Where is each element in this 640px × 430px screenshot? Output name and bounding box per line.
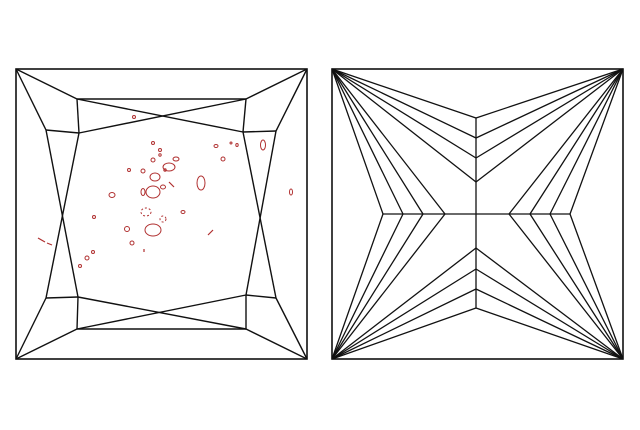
pavilion-facet-line — [331, 68, 404, 215]
crown-view-diagram — [15, 68, 308, 360]
pavilion-facet-line — [475, 307, 624, 360]
facet-line — [76, 294, 247, 330]
facet-line — [275, 297, 308, 360]
feather-mark — [168, 181, 175, 188]
facet-line — [245, 328, 308, 360]
inclusion-mark — [84, 255, 90, 261]
inclusion-mark — [127, 168, 131, 172]
pavilion-facet-line — [475, 247, 624, 360]
pavilion-facet-line — [475, 268, 624, 360]
facet-line — [275, 68, 308, 132]
inclusion-mark — [145, 185, 161, 199]
pavilion-facet-line — [331, 213, 384, 360]
facet-line — [242, 130, 277, 133]
pavilion-facet-line — [508, 213, 624, 360]
inclusion-mark — [150, 157, 156, 163]
pavilion-facet-line — [508, 68, 624, 215]
facet-line — [76, 98, 80, 134]
pavilion-facet-line — [331, 213, 424, 360]
pavilion-facet-line — [475, 68, 624, 139]
inclusion-mark — [129, 240, 135, 246]
facet-line — [15, 68, 47, 131]
inclusion-mark — [149, 172, 161, 182]
pavilion-facet-line — [475, 68, 624, 119]
pavilion-facet-line — [331, 68, 384, 215]
pavilion-facet-line — [331, 68, 477, 139]
pavilion-facet-line — [549, 68, 624, 215]
pavilion-facet-line — [529, 213, 624, 360]
inclusion-mark — [180, 210, 186, 214]
inclusion-mark — [92, 215, 96, 219]
facet-line — [15, 68, 78, 100]
facet-line — [77, 296, 247, 330]
pavilion-facet-line — [331, 288, 477, 360]
facet-line — [15, 297, 47, 360]
facet-line — [242, 98, 247, 133]
inclusion-mark — [213, 144, 219, 148]
inclusion-mark — [172, 156, 180, 162]
inclusion-mark — [132, 115, 136, 119]
facet-line — [245, 130, 277, 296]
inclusion-mark — [108, 192, 116, 198]
facet-line — [45, 129, 80, 134]
inclusion-mark-dashed — [159, 215, 167, 223]
pavilion-facet-line — [331, 247, 477, 360]
inclusion-mark — [196, 175, 206, 191]
girdle-outline — [15, 68, 308, 360]
pavilion-facet-line — [475, 68, 624, 183]
pavilion-facet-line — [569, 213, 624, 360]
inclusion-markings — [37, 115, 293, 268]
inclusion-mark — [91, 250, 95, 254]
inclusion-mark — [162, 162, 176, 172]
pavilion-facet-line — [331, 213, 404, 360]
feather-mark — [46, 242, 53, 246]
inclusion-mark — [151, 141, 155, 145]
inclusion-mark — [260, 139, 266, 151]
feather-mark — [207, 229, 214, 236]
pavilion-facet-line — [569, 68, 624, 215]
inclusion-mark — [140, 188, 146, 196]
facet-line — [76, 98, 244, 133]
facet-line — [245, 68, 308, 100]
facet-line — [45, 132, 80, 299]
inclusion-mark — [158, 153, 162, 157]
pavilion-facet-line — [331, 307, 477, 360]
pavilion-facet-line — [529, 68, 624, 215]
inclusion-mark — [144, 223, 162, 237]
pavilion-facet-line — [331, 213, 446, 360]
pavilion-facet-line — [331, 268, 477, 360]
pavilion-view-diagram — [331, 68, 624, 360]
inclusion-mark — [235, 143, 239, 147]
inclusion-mark — [158, 148, 162, 152]
pavilion-outline — [331, 68, 624, 360]
pavilion-facet-line — [475, 68, 624, 159]
inclusion-mark — [289, 188, 293, 196]
facet-line — [15, 328, 78, 360]
facet-line — [78, 98, 247, 134]
pavilion-facet-line — [549, 213, 624, 360]
inclusion-mark — [160, 184, 166, 190]
inclusion-mark — [220, 156, 226, 162]
pavilion-facet-line — [331, 68, 446, 215]
inclusion-mark — [163, 168, 167, 172]
facet-line — [245, 294, 277, 299]
inclusion-mark — [78, 264, 82, 268]
facet-line — [45, 129, 79, 298]
facet-line — [45, 296, 79, 299]
inclusion-mark — [229, 141, 233, 145]
pavilion-facet-line — [331, 68, 424, 215]
pavilion-facet-line — [475, 288, 624, 360]
pavilion-facet-line — [331, 68, 477, 159]
inclusion-mark — [140, 168, 146, 174]
facet-line — [242, 131, 277, 299]
facet-line — [76, 296, 79, 330]
feather-mark — [37, 237, 46, 243]
pavilion-facet-line — [331, 68, 477, 119]
inclusion-mark-dashed — [140, 207, 152, 217]
pavilion-facet-line — [331, 68, 477, 183]
inclusion-mark — [124, 226, 130, 232]
